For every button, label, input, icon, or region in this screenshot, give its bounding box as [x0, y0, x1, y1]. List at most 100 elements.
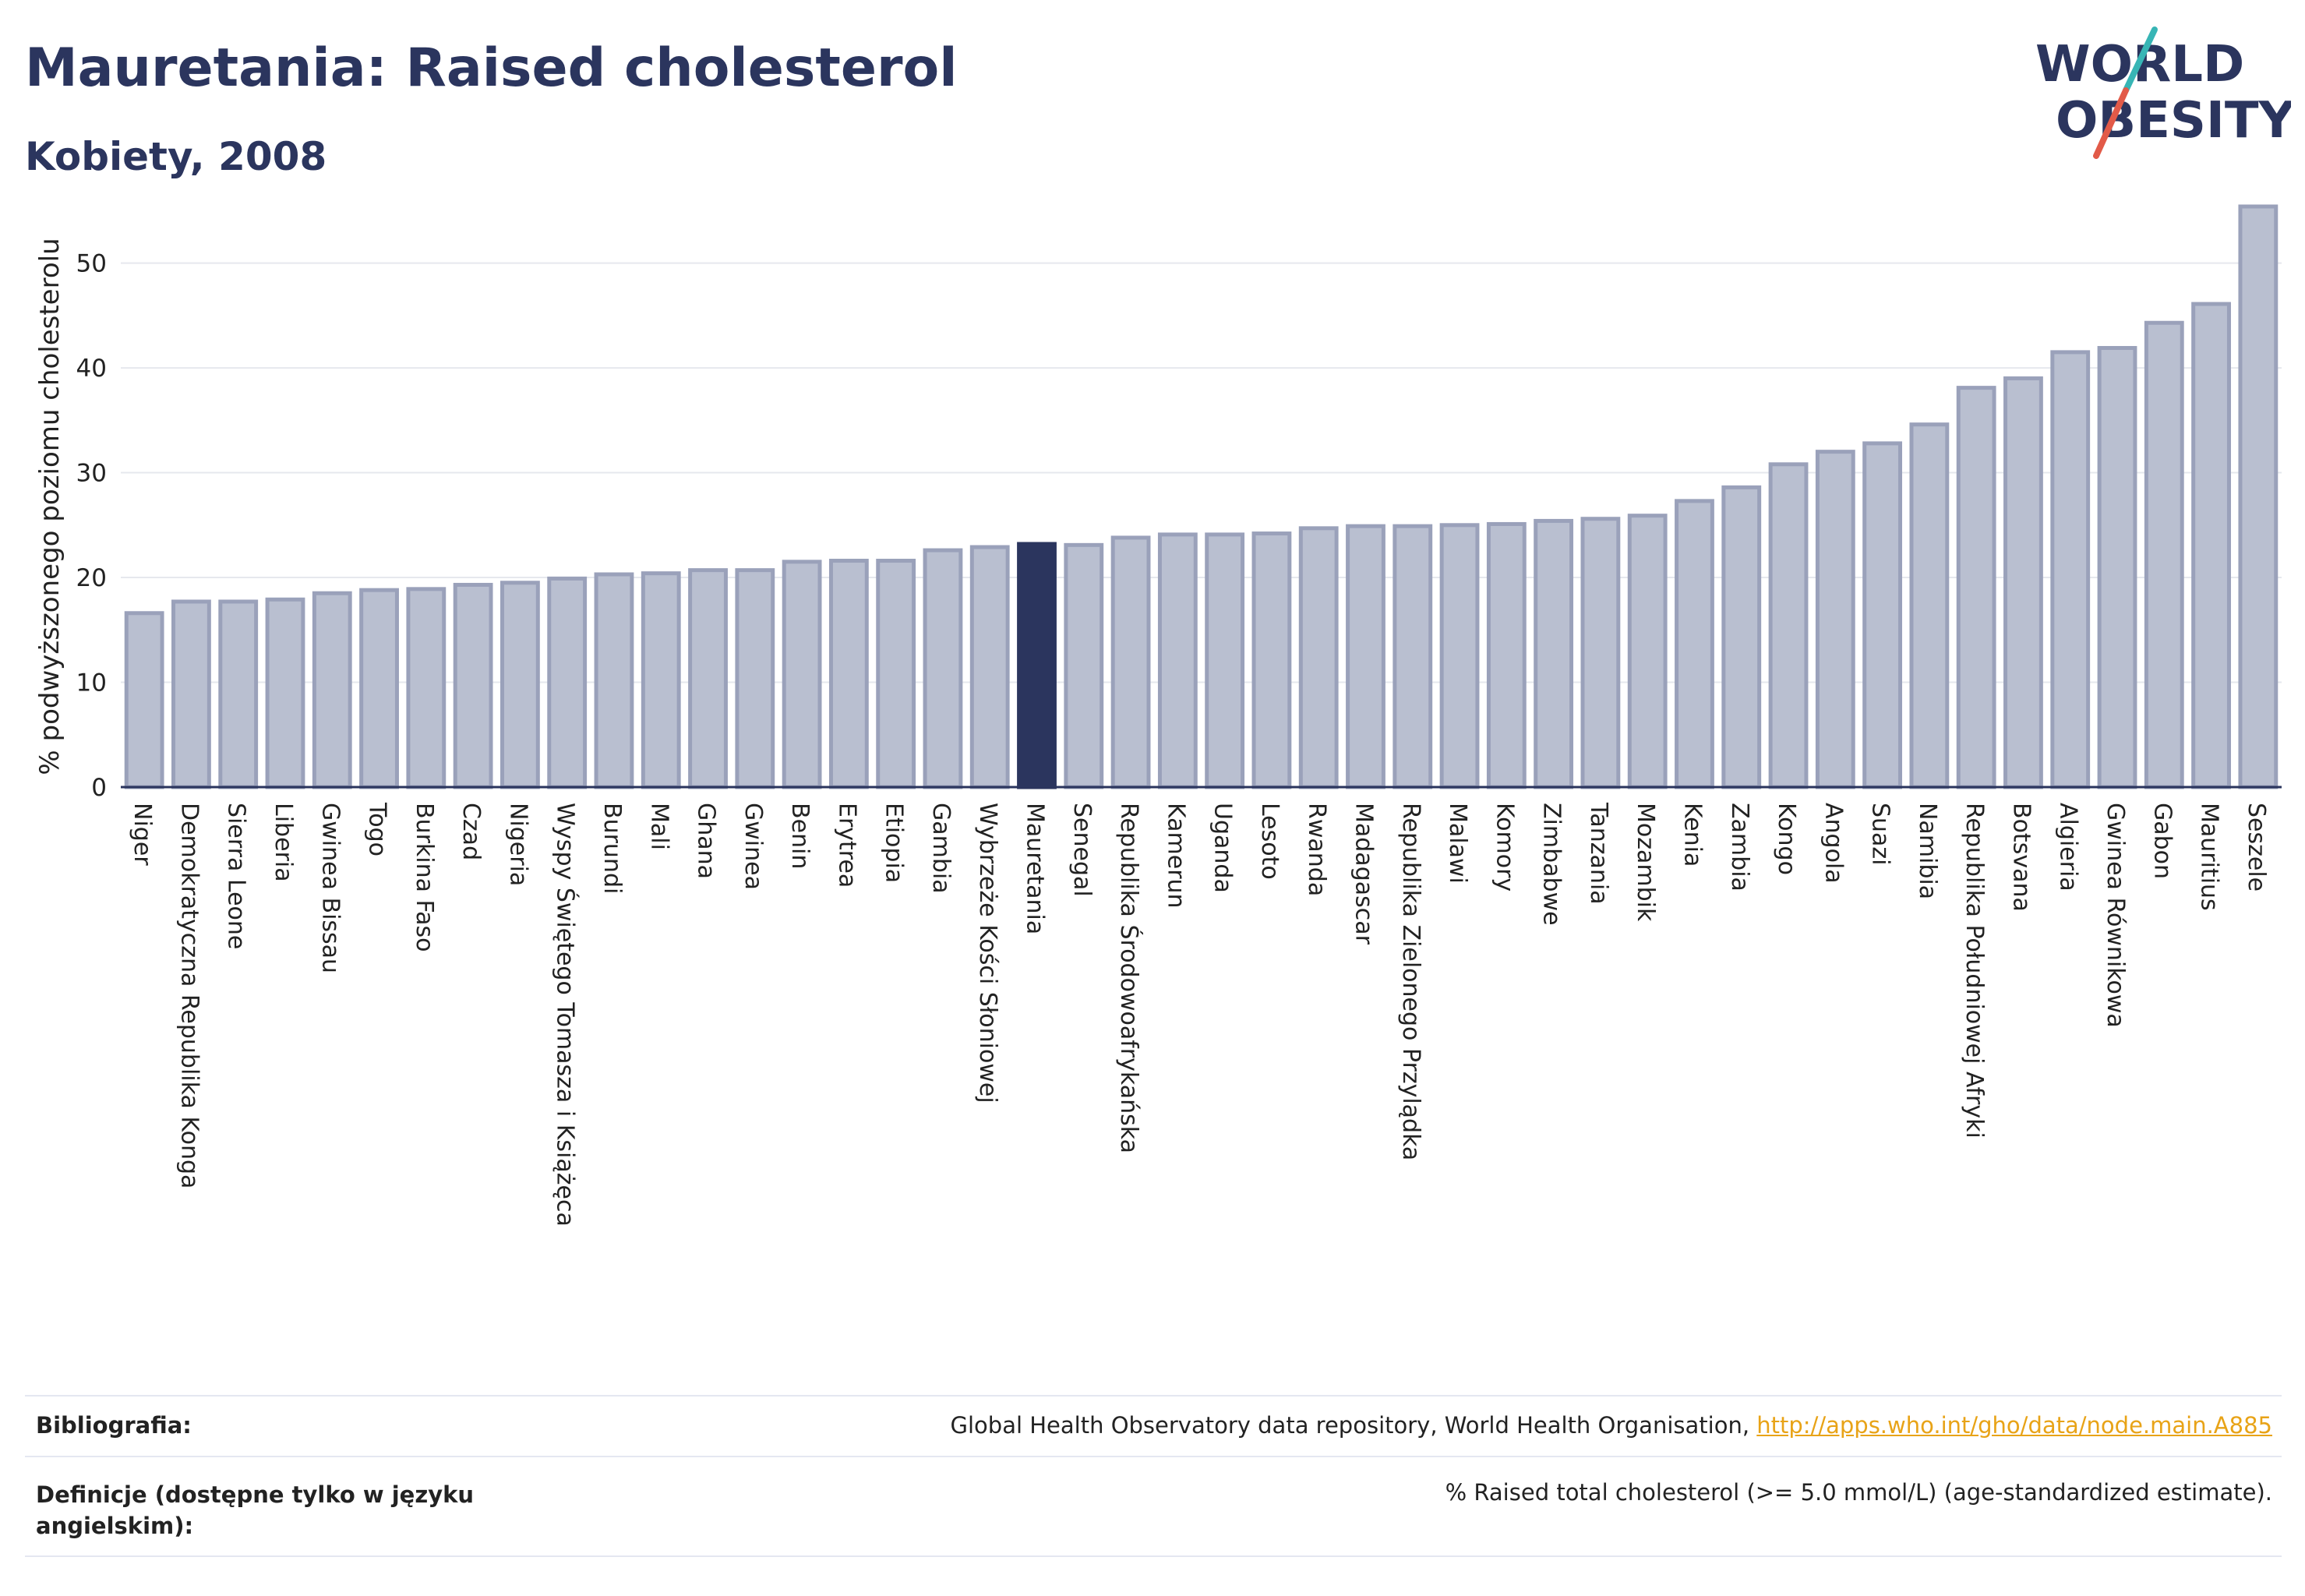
bar [453, 582, 493, 789]
page-title: Mauretania: Raised cholesterol [25, 37, 958, 99]
bar [547, 576, 588, 789]
definition-label-line2: angielskim): [36, 1513, 194, 1539]
definition-value: % Raised total cholesterol (>= 5.0 mmol/… [1445, 1479, 2272, 1506]
x-tick-label: Mauretania [1022, 803, 1049, 934]
x-tick-label: Mali [645, 803, 672, 850]
x-tick-label: Republika Zielonego Przylądka [1397, 803, 1424, 1160]
bar-chart: 0 10 20 30 40 50 Niger Demokratyczna Republika… [34, 204, 2282, 1227]
x-tick-label: Rwanda [1303, 803, 1330, 896]
bar [124, 611, 164, 789]
bar [688, 568, 728, 789]
x-tick-label: Gambia [927, 803, 955, 894]
x-tick-label: Erytrea [833, 803, 860, 888]
x-tick-label: Gwinea Równikowa [2102, 803, 2129, 1028]
bar [782, 560, 822, 789]
bar [2144, 320, 2184, 789]
x-tick-label: Mozambik [1632, 803, 1659, 922]
x-tick-label: Madagascar [1350, 803, 1377, 945]
bar [1157, 532, 1198, 789]
y-tick-label: 10 [76, 669, 107, 697]
x-label-layer: Niger Demokratyczna Republika Konga Sierra… [129, 802, 2270, 1227]
x-tick-label: Gwinea Bissau [316, 803, 344, 973]
bar [1721, 485, 1762, 789]
x-tick-label: Togo [364, 802, 391, 856]
x-tick-label: Mauritius [2196, 803, 2223, 911]
x-tick-label: Namibia [1914, 803, 1941, 899]
x-tick-label: Demokratyczna Republika Konga [175, 803, 203, 1188]
bar [2097, 346, 2137, 789]
logo-slash-teal [2123, 26, 2158, 94]
bar [1346, 524, 1385, 789]
x-tick-label: Botsvana [2007, 803, 2035, 912]
bar [1393, 524, 1433, 789]
bar [1909, 422, 1950, 789]
x-tick-label: Senegal [1068, 803, 1096, 897]
bar [1251, 531, 1292, 789]
bar [218, 599, 259, 789]
bar [1862, 441, 1903, 789]
bar [1534, 518, 1574, 789]
bar [641, 571, 681, 789]
x-tick-label: Kamerun [1162, 803, 1189, 909]
world-obesity-logo: WORLD OBESITY [2035, 26, 2291, 159]
x-tick-label: Republika Południowej Afryki [1961, 803, 1988, 1139]
x-tick-label: Sierra Leone [223, 803, 250, 949]
bibliography-link[interactable]: http://apps.who.int/gho/data/node.main.A… [1756, 1412, 2272, 1439]
x-tick-label: Malawi [1444, 803, 1471, 884]
x-tick-label: Algieria [2055, 803, 2082, 892]
x-tick-label: Kenia [1678, 803, 1706, 867]
y-tick-label: 40 [76, 355, 107, 383]
bar [2191, 302, 2231, 789]
x-tick-label: Gabon [2148, 803, 2176, 879]
x-tick-label: Komory [1491, 803, 1518, 892]
x-tick-label: Zambia [1726, 803, 1753, 892]
bar [1486, 521, 1527, 789]
x-tick-label: Seszele [2243, 803, 2270, 892]
x-tick-label: Liberia [270, 803, 297, 882]
x-tick-label: Etiopia [881, 803, 908, 883]
bar [1580, 517, 1621, 789]
x-tick-label: Republika Środowoafrykańska [1115, 803, 1144, 1153]
x-tick-label: Niger [129, 803, 156, 866]
bar [923, 548, 963, 789]
footer-definition-row: Definicje (dostępne tylko w języku angie… [25, 1456, 2282, 1555]
bar [265, 597, 305, 789]
bar [828, 559, 869, 789]
bar [1768, 462, 1809, 789]
y-tick-label: 50 [76, 250, 107, 278]
x-tick-label: Czad [457, 803, 485, 860]
bar [1064, 542, 1104, 789]
x-tick-label: Burkina Faso [411, 803, 438, 952]
x-tick-label: Benin [786, 803, 814, 869]
bar [312, 591, 352, 789]
x-tick-label: Gwinea [740, 803, 767, 890]
x-tick-label: Burundi [598, 803, 626, 894]
bar [1627, 514, 1668, 789]
bar [359, 588, 399, 789]
bar [969, 545, 1010, 789]
bar [594, 572, 634, 789]
bar [1439, 523, 1480, 789]
x-tick-label: Kongo [1773, 803, 1800, 875]
x-tick-label: Wybrzeże Kości Słoniowej [974, 803, 1001, 1103]
bar [876, 559, 916, 789]
x-tick-label: Zimbabwe [1538, 803, 1565, 926]
footer-rule-top [25, 1395, 2282, 1396]
bar [735, 568, 775, 789]
x-tick-label: Wyspy Świętego Tomasza i Książęca [552, 803, 581, 1227]
x-tick-label: Lesoto [1256, 803, 1283, 880]
bar [2050, 350, 2091, 789]
footer-rule-middle [25, 1456, 2282, 1457]
y-tick-label: 20 [76, 564, 107, 592]
bar [171, 599, 211, 789]
bar [1205, 532, 1245, 789]
x-tick-label: Nigeria [504, 803, 531, 886]
y-tick-label: 30 [76, 460, 107, 488]
x-tick-label: Tanzania [1585, 802, 1612, 905]
bar-highlight [1017, 542, 1057, 789]
bar [1298, 526, 1339, 789]
bar [2003, 376, 2043, 789]
logo-slash-red [2093, 87, 2129, 159]
x-tick-label: Suazi [1867, 803, 1894, 866]
bibliography-text: Global Health Observatory data repositor… [950, 1412, 1757, 1439]
